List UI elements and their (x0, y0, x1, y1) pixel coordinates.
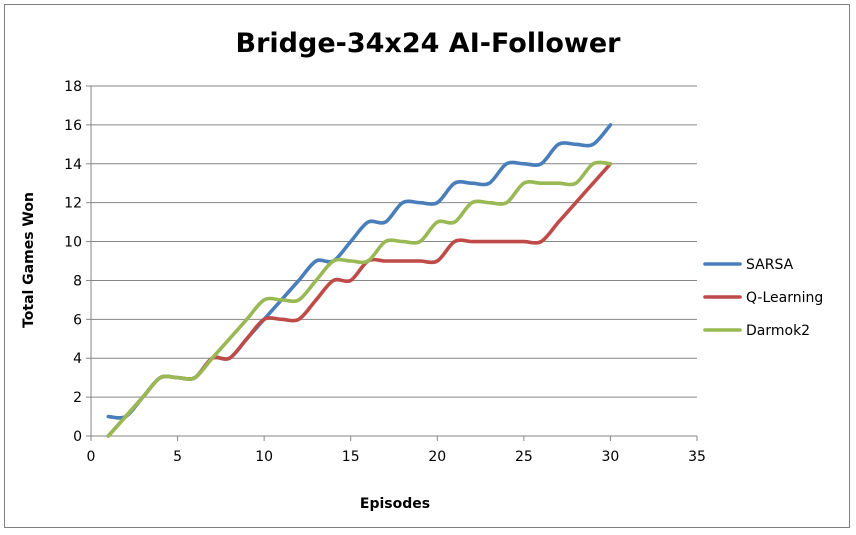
x-tick-labels: 0 5 10 15 20 25 30 35 (87, 449, 706, 465)
chart-area (4, 4, 850, 528)
y-tick-label: 18 (64, 79, 82, 95)
x-tick-label: 30 (602, 449, 620, 465)
y-tick-label: 16 (64, 118, 82, 134)
y-axis-title: Total Games Won (21, 192, 37, 328)
x-tick-label: 10 (255, 449, 273, 465)
x-tick-label: 5 (173, 449, 182, 465)
x-tick-label: 0 (87, 449, 96, 465)
chart-title: Bridge-34x24 AI-Follower (236, 28, 622, 59)
y-tick-label: 10 (64, 235, 82, 251)
series-lines (106, 123, 613, 438)
x-tick-label: 20 (428, 449, 446, 465)
y-tick-label: 4 (73, 351, 82, 367)
axes (86, 85, 698, 441)
y-tick-label: 12 (64, 196, 82, 212)
y-tick-label: 8 (73, 273, 82, 289)
y-tick-label: 0 (73, 429, 82, 445)
y-tick-label: 14 (64, 157, 82, 173)
y-tick-labels: 0 2 4 6 8 10 12 14 16 18 (64, 79, 82, 445)
x-tick-label: 15 (342, 449, 360, 465)
legend-label: SARSA (746, 257, 794, 273)
legend-label: Q-Learning (746, 290, 823, 306)
y-tick-label: 2 (73, 390, 82, 406)
series-line-q-learning (106, 161, 613, 438)
y-tick-label: 6 (73, 312, 82, 328)
legend-label: Darmok2 (746, 323, 810, 339)
legend: SARSA Q-Learning Darmok2 (703, 257, 823, 339)
series-line-darmok2 (106, 160, 613, 438)
x-tick-label: 35 (688, 449, 706, 465)
x-tick-label: 25 (515, 449, 533, 465)
x-axis-title: Episodes (360, 496, 430, 512)
